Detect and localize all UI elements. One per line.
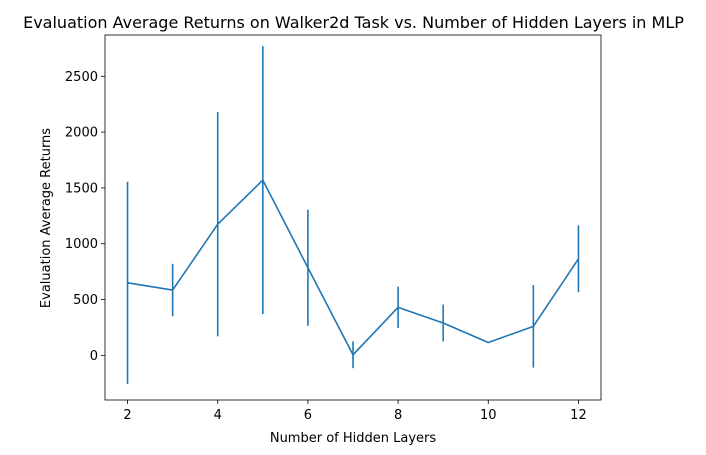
y-tick-label: 2000 [65,126,98,141]
series-layer [127,179,580,356]
y-axis: 0 500 1000 1500 2000 2500 [65,70,105,364]
x-tick-label: 12 [570,408,587,423]
y-tick-label: 0 [90,349,98,364]
plot-area-frame [104,34,602,401]
x-tick-label: 10 [480,408,497,423]
x-tick-label: 6 [304,408,312,423]
x-tick-label: 2 [123,408,131,423]
y-tick-label: 1500 [65,181,98,196]
series-line [127,179,580,356]
y-axis-label: Evaluation Average Returns [39,128,54,308]
x-tick-label: 8 [394,408,402,423]
error-bars [126,46,580,384]
x-axis: 2 4 6 8 10 12 [123,400,587,423]
chart-title: Evaluation Average Returns on Walker2d T… [23,13,684,32]
y-tick-label: 2500 [65,70,98,85]
x-tick-label: 4 [214,408,222,423]
y-tick-label: 1000 [65,237,98,252]
x-axis-label: Number of Hidden Layers [270,431,437,446]
y-tick-label: 500 [73,293,98,308]
